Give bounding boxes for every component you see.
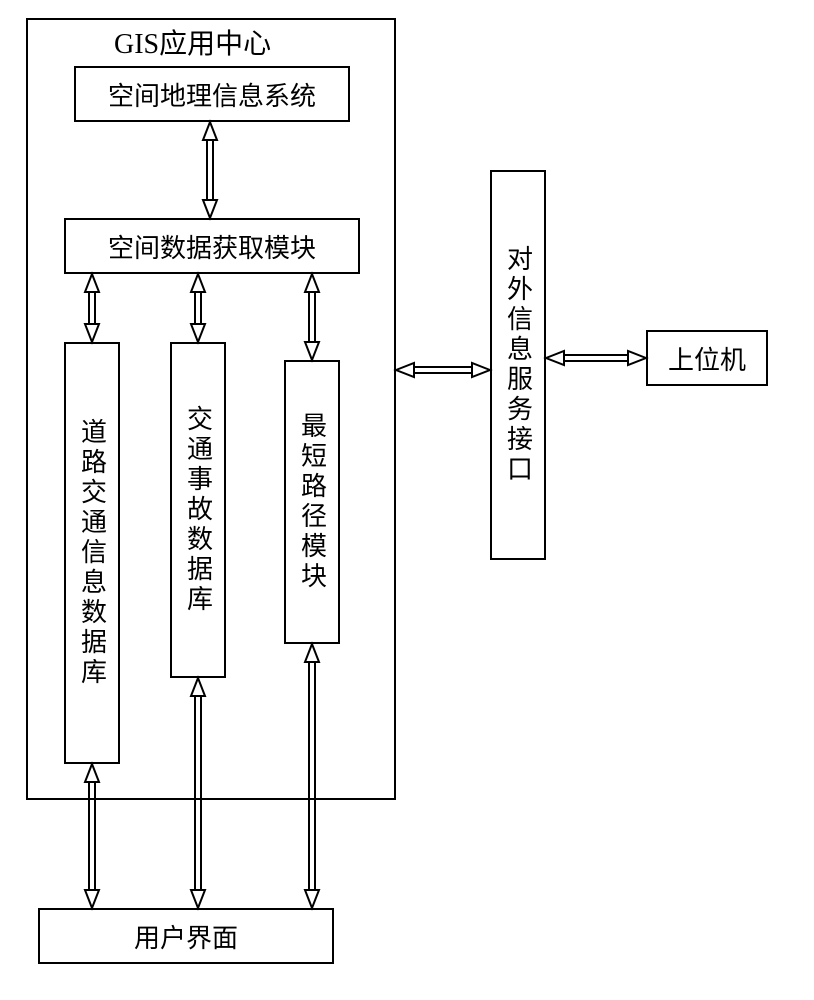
- node-road-db: 道路交通信息数据库: [64, 342, 120, 764]
- node-shortest-path-label: 最短路径模块: [294, 412, 331, 592]
- node-shortest-path: 最短路径模块: [284, 360, 340, 644]
- gis-container-title: GIS应用中心: [110, 22, 275, 62]
- node-gis-system: 空间地理信息系统: [74, 66, 350, 122]
- node-user-ui: 用户界面: [38, 908, 334, 964]
- node-road-db-label: 道路交通信息数据库: [74, 418, 111, 688]
- node-upper-pc-label: 上位机: [668, 340, 746, 377]
- node-gis-system-label: 空间地理信息系统: [108, 76, 316, 113]
- node-accident-db-label: 交通事故数据库: [180, 405, 217, 615]
- node-user-ui-label: 用户界面: [134, 918, 238, 955]
- node-accident-db: 交通事故数据库: [170, 342, 226, 678]
- node-ext-service-label: 对外信息服务接口: [500, 245, 537, 485]
- node-ext-service: 对外信息服务接口: [490, 170, 546, 560]
- node-data-acq-label: 空间数据获取模块: [108, 228, 316, 265]
- node-data-acq: 空间数据获取模块: [64, 218, 360, 274]
- node-upper-pc: 上位机: [646, 330, 768, 386]
